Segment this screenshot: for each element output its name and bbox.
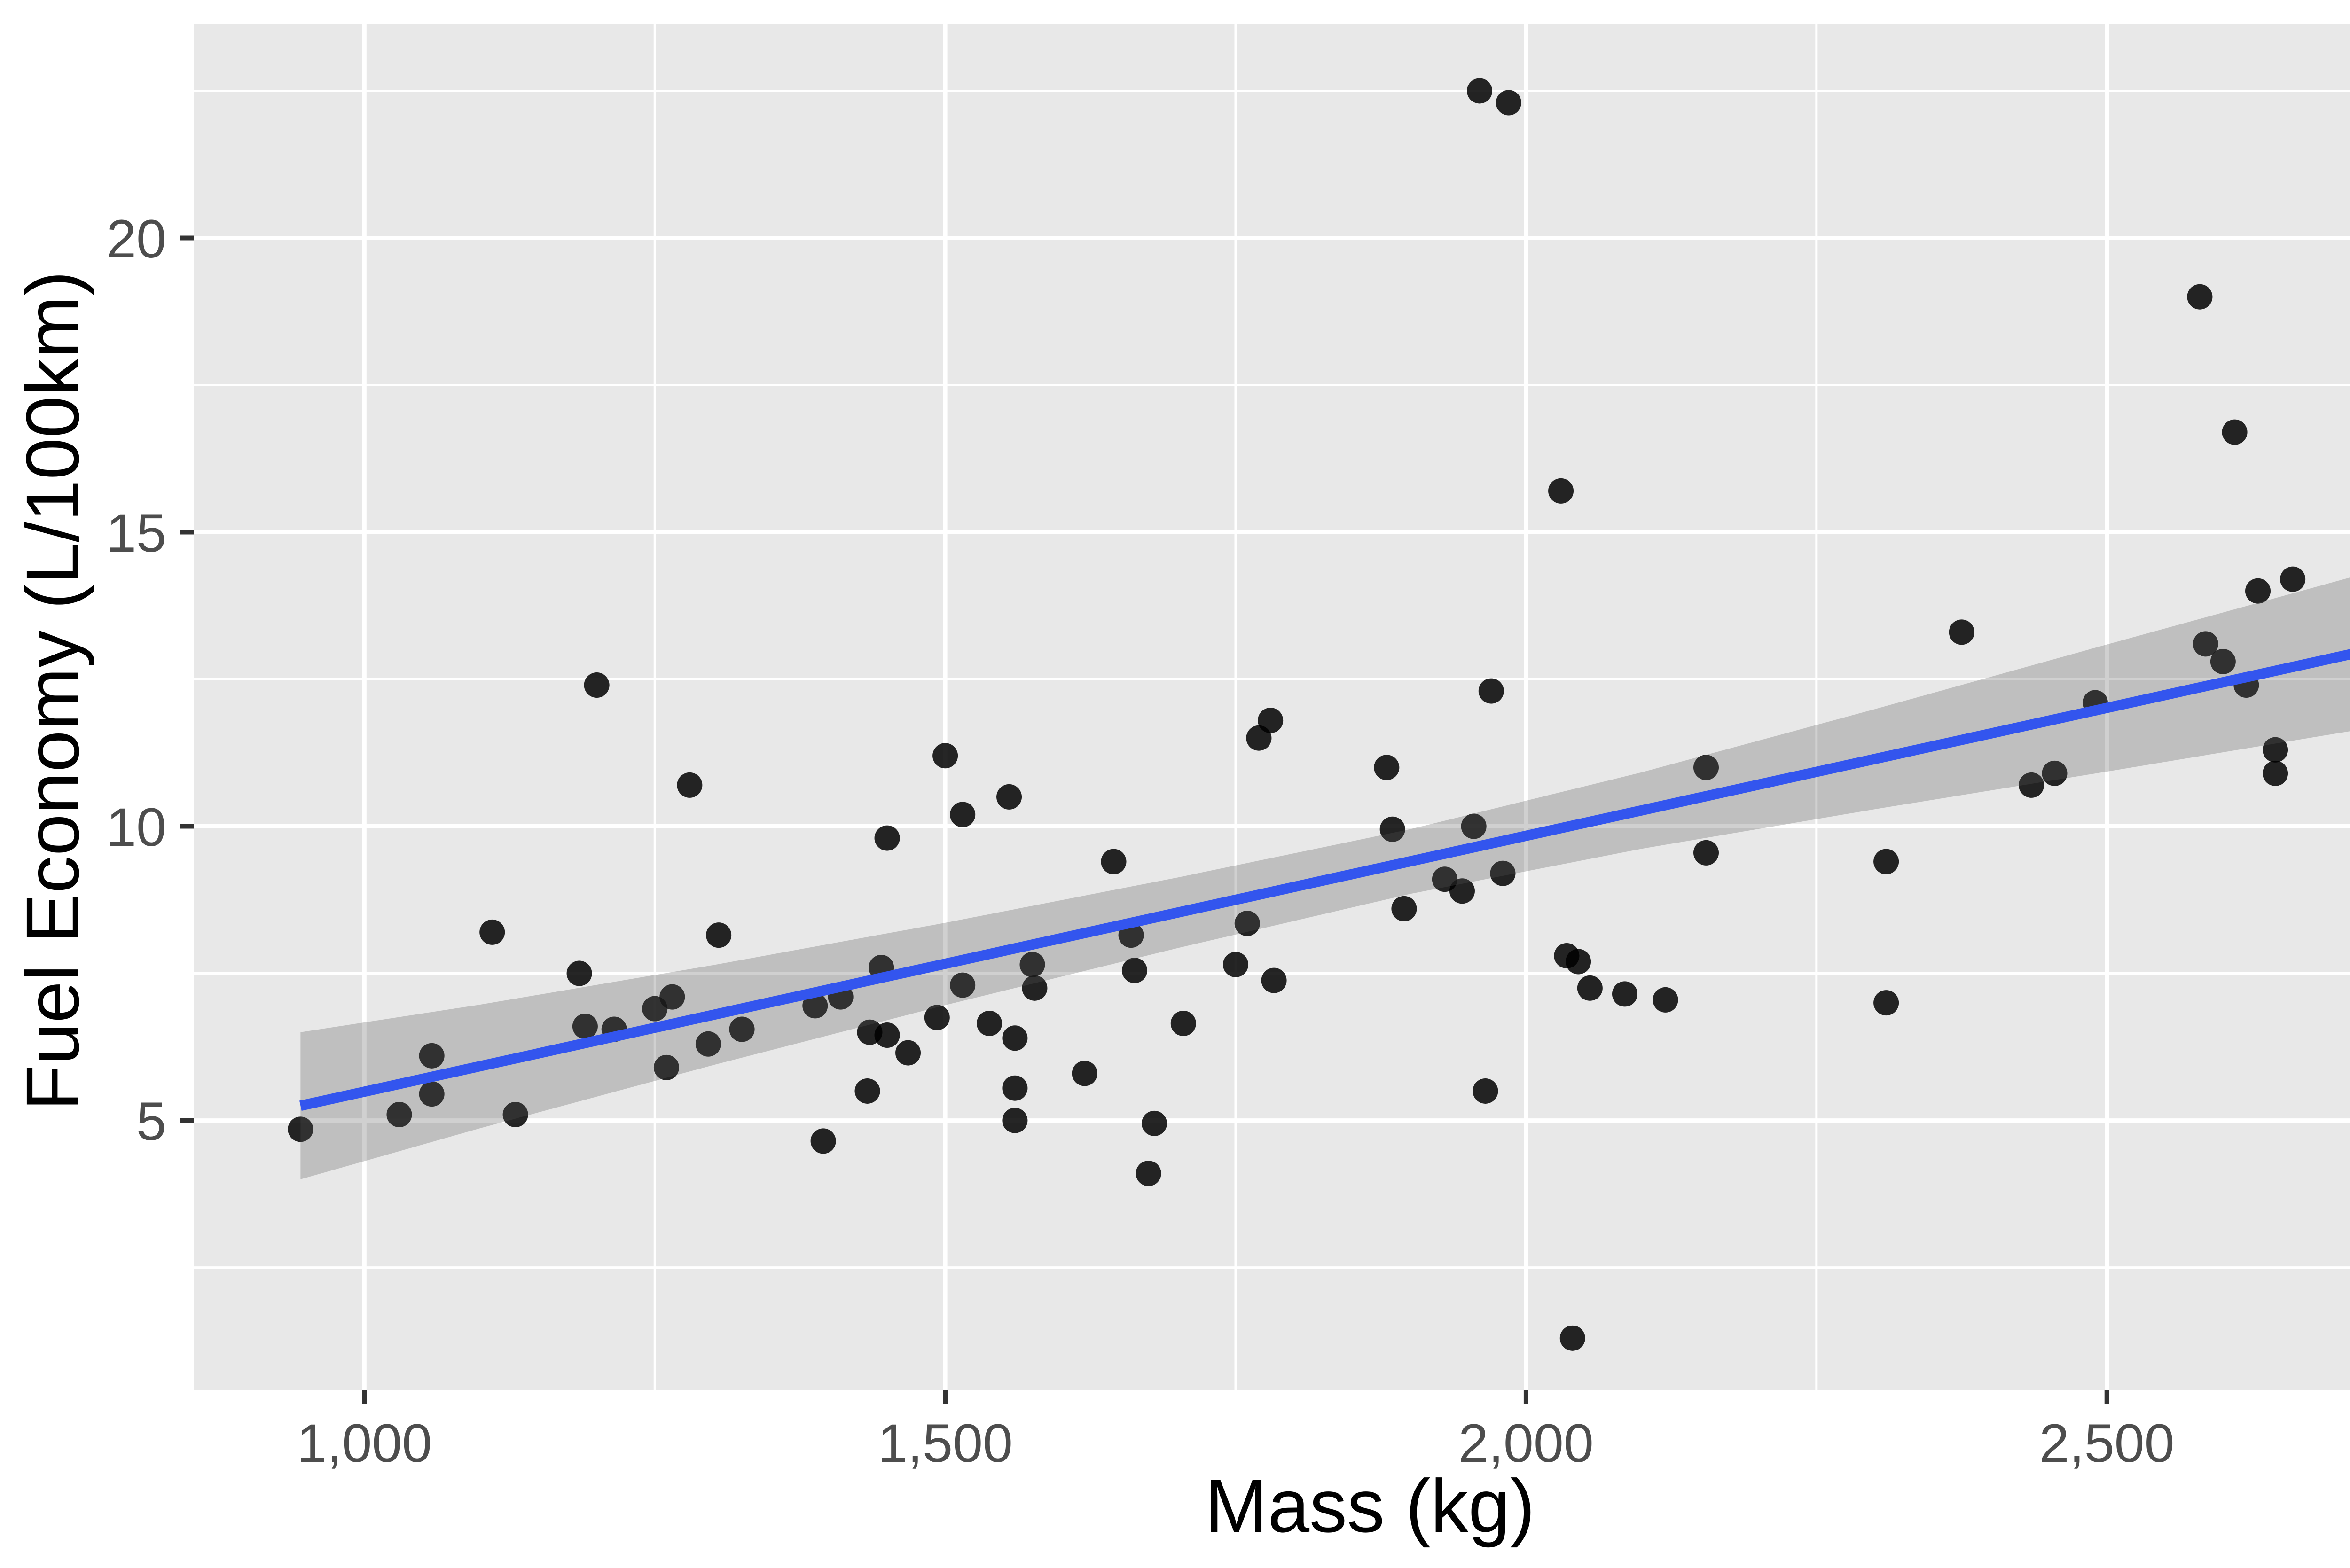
data-point xyxy=(2019,772,2044,798)
data-point xyxy=(1391,896,1417,921)
data-point xyxy=(2187,284,2213,310)
data-point xyxy=(695,1031,721,1057)
data-point xyxy=(950,802,976,827)
data-point xyxy=(1559,1325,1585,1351)
data-point xyxy=(1612,981,1637,1007)
data-point xyxy=(2210,648,2236,674)
y-tick-label-15: 15 xyxy=(106,503,166,563)
data-point xyxy=(1693,755,1719,780)
data-point xyxy=(677,772,703,798)
data-point xyxy=(288,1116,313,1142)
y-tick-label-20: 20 xyxy=(106,209,166,269)
data-point xyxy=(874,1022,900,1048)
x-tick-label-2000: 2,000 xyxy=(1458,1413,1594,1474)
data-point xyxy=(1261,967,1287,993)
x-tick-label-2500: 2,500 xyxy=(2039,1413,2175,1474)
plot-panel xyxy=(194,24,2350,1390)
data-point xyxy=(1873,849,1899,874)
data-point xyxy=(502,1102,528,1128)
data-point xyxy=(2042,760,2068,786)
x-tick-label-1000: 1,000 xyxy=(297,1413,432,1474)
data-point xyxy=(2280,566,2306,592)
data-point xyxy=(854,1078,880,1104)
data-point xyxy=(479,919,505,945)
data-point xyxy=(1022,975,1048,1001)
y-tick-label-10: 10 xyxy=(106,797,166,858)
data-point xyxy=(1374,755,1400,780)
data-point xyxy=(659,984,685,1010)
data-point xyxy=(1873,990,1899,1016)
data-point xyxy=(1142,1110,1167,1136)
data-point xyxy=(1577,975,1603,1001)
x-axis-title: Mass (kg) xyxy=(1205,1464,1535,1548)
data-point xyxy=(996,784,1022,810)
data-point xyxy=(1101,849,1127,874)
data-point xyxy=(1019,952,1045,977)
data-point xyxy=(1136,1161,1161,1186)
data-point xyxy=(2263,760,2288,786)
data-point xyxy=(1072,1061,1097,1086)
data-point xyxy=(386,1102,412,1128)
data-point xyxy=(1693,840,1719,866)
data-point xyxy=(924,1005,950,1030)
data-point xyxy=(566,960,592,986)
data-point xyxy=(1002,1108,1028,1133)
data-point xyxy=(977,1010,1003,1036)
data-point xyxy=(802,993,828,1019)
data-point xyxy=(1566,949,1591,975)
data-point xyxy=(1653,987,1678,1013)
x-tick-label-1500: 1,500 xyxy=(877,1413,1013,1474)
data-point xyxy=(1002,1075,1028,1101)
data-point xyxy=(1223,952,1249,977)
data-point xyxy=(1002,1025,1028,1051)
data-point xyxy=(1548,478,1574,504)
data-point xyxy=(1449,878,1475,904)
y-tick-label-5: 5 xyxy=(136,1092,166,1152)
data-point xyxy=(584,672,610,698)
y-axis-title: Fuel Economy (L/100km) xyxy=(10,271,94,1111)
data-point xyxy=(1490,860,1516,886)
data-point xyxy=(1121,958,1147,983)
regression-line xyxy=(299,649,2350,1111)
data-point xyxy=(1473,1078,1498,1104)
data-point xyxy=(895,1040,921,1066)
data-point xyxy=(1467,78,1493,104)
data-point xyxy=(2263,737,2288,763)
data-point xyxy=(2245,578,2271,604)
data-point xyxy=(1258,708,1284,733)
data-point xyxy=(1949,619,1974,645)
data-point xyxy=(950,972,976,998)
data-point xyxy=(932,743,958,769)
data-point xyxy=(572,1014,598,1039)
data-point xyxy=(419,1043,445,1069)
data-point xyxy=(810,1128,836,1154)
data-point xyxy=(1461,813,1487,839)
data-point xyxy=(706,922,732,948)
data-point xyxy=(653,1054,679,1080)
data-point xyxy=(1234,911,1260,936)
data-point xyxy=(1478,678,1504,704)
data-point xyxy=(729,1016,755,1042)
data-point xyxy=(1379,816,1405,842)
data-point xyxy=(2222,419,2248,445)
data-point xyxy=(419,1081,445,1107)
data-point xyxy=(1496,90,1521,116)
data-point xyxy=(1170,1010,1196,1036)
data-point xyxy=(2193,631,2218,657)
data-point xyxy=(874,825,900,851)
